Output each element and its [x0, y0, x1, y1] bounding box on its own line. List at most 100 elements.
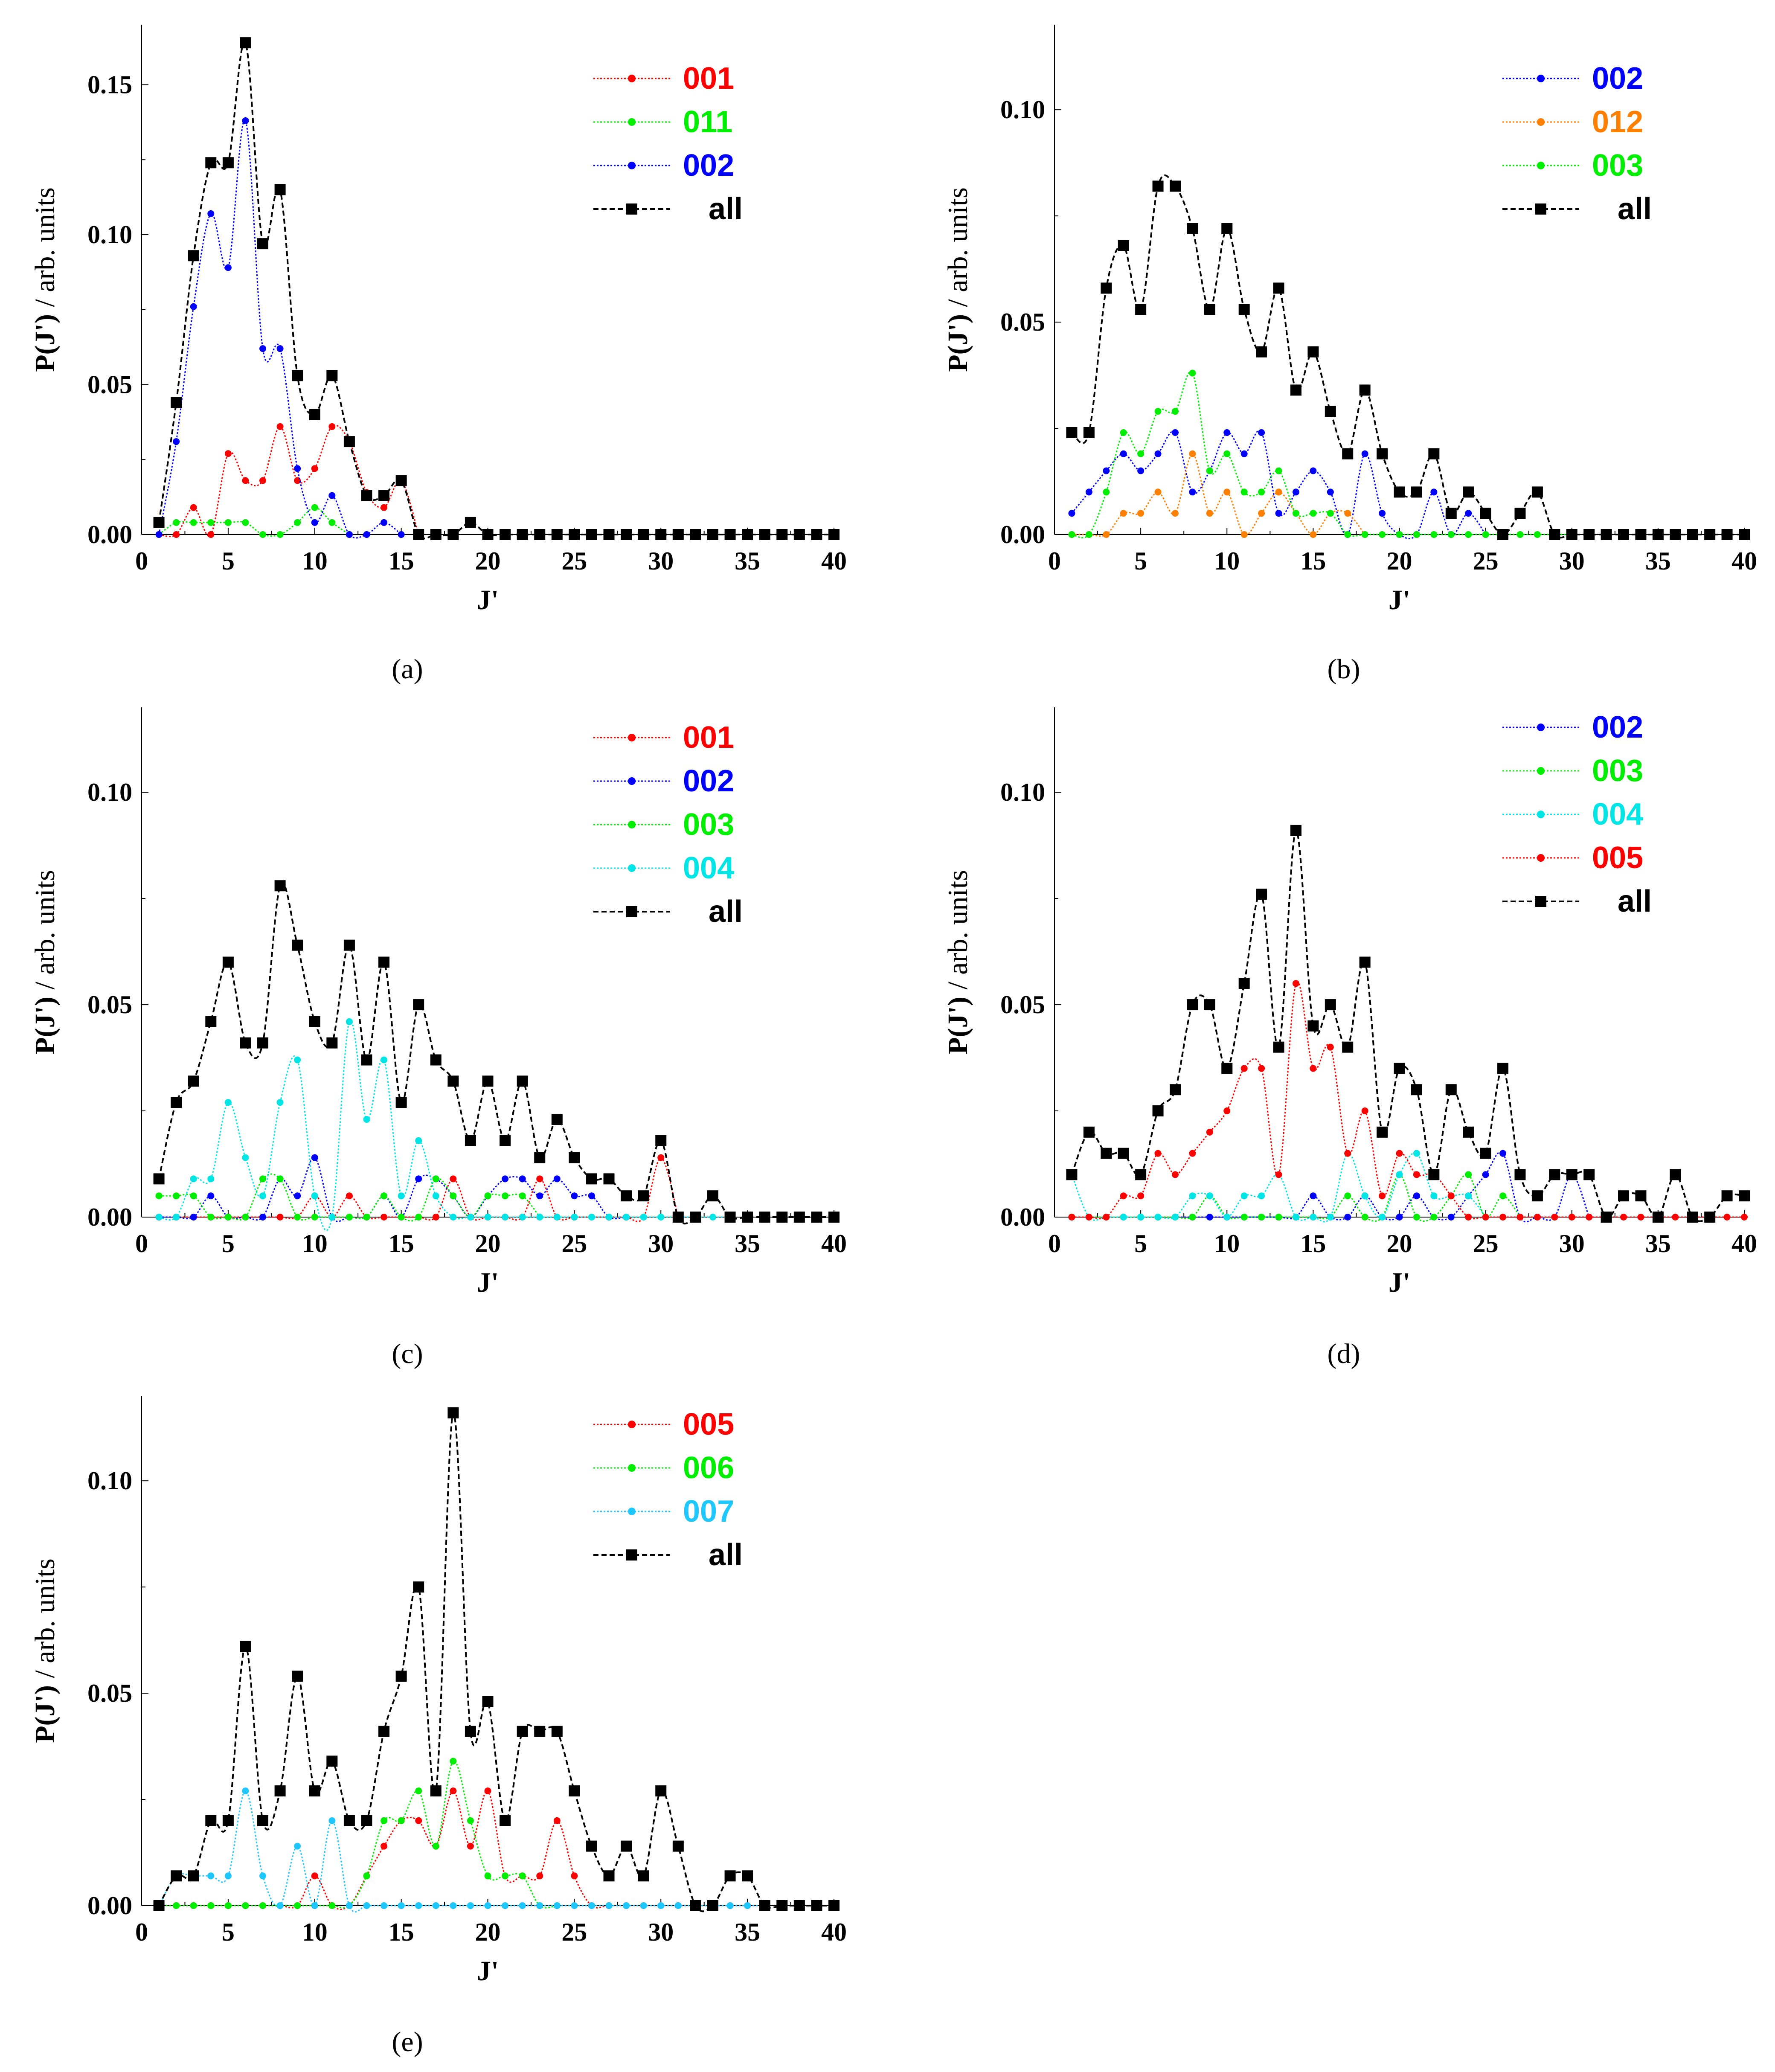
data-point-007: [207, 1872, 215, 1880]
data-point-all: [776, 1212, 788, 1223]
data-point-003: [190, 1192, 197, 1200]
data-point-all: [413, 529, 424, 540]
x-tick-label: 10: [302, 547, 328, 575]
data-point-005: [1361, 1107, 1368, 1115]
legend-item-002: 002: [593, 148, 734, 183]
y-tick-label: 0.00: [87, 1892, 132, 1920]
legend-label: 005: [1592, 841, 1643, 875]
data-point-005: [1637, 1214, 1644, 1221]
data-point-001: [224, 450, 232, 457]
data-point-all: [1721, 1190, 1733, 1202]
data-point-007: [536, 1902, 543, 1909]
data-point-003: [155, 1192, 163, 1200]
data-point-003: [1120, 429, 1127, 436]
y-axis-label: P(J') / arb. units: [29, 870, 61, 1055]
data-point-001: [536, 1175, 543, 1183]
data-point-004: [190, 1175, 197, 1183]
data-point-007: [432, 1902, 439, 1909]
data-point-all: [707, 1900, 718, 1911]
legend-marker: [1537, 724, 1545, 731]
data-point-all: [1411, 1084, 1422, 1096]
data-point-003: [1413, 531, 1420, 538]
data-point-005: [1223, 1107, 1231, 1115]
x-tick-label: 0: [135, 547, 148, 575]
data-point-002: [1396, 1214, 1403, 1221]
data-point-all: [1359, 956, 1371, 968]
data-point-004: [328, 1214, 336, 1221]
legend: 002 012 003 all: [1502, 61, 1652, 226]
data-point-012: [1310, 531, 1317, 538]
legend-marker: [628, 75, 636, 82]
data-point-005: [1292, 980, 1299, 987]
data-point-004: [553, 1214, 561, 1221]
data-point-002: [346, 531, 353, 538]
data-point-all: [1394, 1063, 1405, 1074]
data-point-002: [242, 117, 249, 124]
data-point-011: [311, 504, 318, 511]
data-point-003: [1430, 1214, 1438, 1221]
data-point-007: [311, 1902, 318, 1909]
data-point-002: [1482, 1171, 1489, 1178]
data-point-all: [1635, 529, 1647, 540]
series-line-all: [1071, 829, 1745, 1222]
data-point-all: [222, 157, 234, 169]
data-point-all: [811, 1212, 822, 1223]
data-point-011: [224, 519, 232, 526]
data-point-all: [1739, 529, 1750, 540]
data-point-all: [1187, 223, 1198, 234]
data-point-all: [430, 1785, 442, 1797]
data-point-002: [519, 1175, 526, 1183]
data-point-all: [1601, 529, 1612, 540]
data-point-all: [274, 1785, 286, 1797]
data-point-004: [1223, 1214, 1231, 1221]
data-point-all: [326, 1037, 338, 1049]
data-point-all: [153, 517, 165, 528]
data-point-005: [1171, 1171, 1179, 1178]
data-point-all: [1066, 427, 1078, 438]
series-003: [1068, 369, 1575, 538]
legend-marker: [628, 162, 636, 169]
data-point-all: [292, 939, 303, 951]
data-point-all: [240, 37, 251, 49]
x-tick-label: 25: [561, 547, 587, 575]
y-tick-label: 0.00: [87, 1203, 132, 1231]
data-point-all: [1307, 1020, 1319, 1032]
data-point-004: [1171, 1214, 1179, 1221]
y-tick-label: 0.15: [87, 71, 132, 99]
y-tick-label: 0.05: [1000, 308, 1045, 336]
data-point-all: [274, 184, 286, 195]
data-point-005: [1258, 1065, 1265, 1072]
data-point-all: [1394, 486, 1405, 498]
data-point-all: [153, 1900, 165, 1911]
data-point-005: [1723, 1214, 1731, 1221]
data-point-all: [465, 1135, 476, 1146]
data-point-003: [363, 1214, 370, 1221]
legend-label: 003: [1592, 148, 1643, 183]
data-point-004: [415, 1137, 422, 1144]
data-point-all: [776, 529, 788, 540]
series-line-all: [1071, 174, 1744, 539]
data-point-012: [1223, 488, 1231, 496]
data-point-003: [1413, 1214, 1420, 1221]
legend-marker: [626, 906, 637, 917]
data-point-003: [1240, 488, 1248, 496]
data-point-003: [1137, 450, 1145, 457]
legend-marker: [1535, 203, 1546, 215]
x-tick-label: 0: [135, 1229, 148, 1258]
data-point-all: [1428, 1169, 1440, 1180]
x-tick-label: 25: [1473, 547, 1499, 575]
data-point-012: [1344, 510, 1351, 517]
data-point-006: [415, 1787, 422, 1795]
data-point-all: [690, 1212, 701, 1223]
data-point-005: [1741, 1214, 1748, 1221]
data-point-all: [759, 529, 770, 540]
data-point-all: [171, 397, 182, 408]
data-point-all: [1531, 486, 1543, 498]
legend-item-004: 004: [593, 851, 734, 885]
data-point-all: [1290, 384, 1301, 396]
x-tick-label: 5: [222, 547, 235, 575]
data-point-all: [482, 1696, 494, 1707]
legend: 005 006 007 all: [593, 1407, 743, 1572]
data-point-all: [326, 1755, 338, 1767]
x-tick-label: 5: [222, 1918, 235, 1946]
